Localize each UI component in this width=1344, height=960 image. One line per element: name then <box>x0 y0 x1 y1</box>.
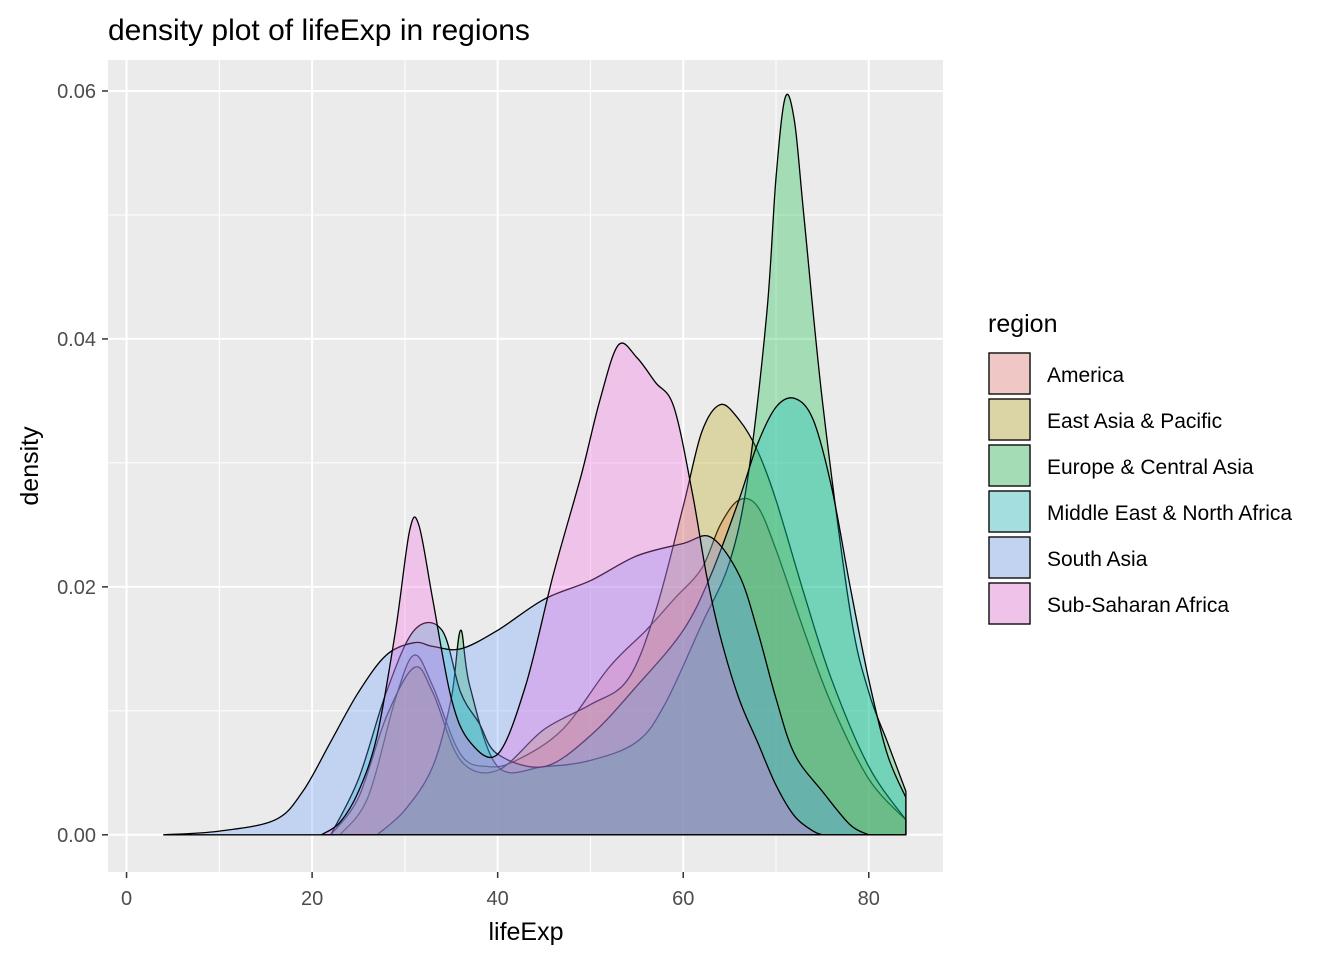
density-area-middle-east-north-africa <box>330 397 907 836</box>
density-area-america <box>339 497 907 836</box>
legend-key-background <box>988 536 1031 579</box>
y-tick-label: 0.02 <box>57 577 96 599</box>
x-tick-label: 80 <box>858 888 880 910</box>
plot-panel <box>108 60 943 872</box>
legend-title: region <box>988 310 1058 338</box>
density-areas <box>163 93 907 836</box>
y-tick-label: 0.04 <box>57 329 96 351</box>
legend-label: Europe & Central Asia <box>1047 456 1254 479</box>
legend-key-swatch <box>988 352 1031 395</box>
legend-key-swatch <box>988 582 1031 625</box>
density-area-europe-central-asia <box>376 93 907 836</box>
y-axis-title: density <box>16 426 44 506</box>
legend: region America East Asia & Pacific Europe … <box>988 310 1292 625</box>
axes: 0 20 40 60 80 0.00 0.02 0.04 0.06 <box>57 81 880 910</box>
major-grid <box>108 60 943 872</box>
density-area-east-asia-pacific <box>330 403 907 836</box>
legend-label: Sub-Saharan Africa <box>1047 594 1229 617</box>
legend-key-background <box>988 398 1031 441</box>
x-tick-label: 40 <box>487 888 509 910</box>
density-area-sub-saharan-africa <box>320 342 824 836</box>
legend-label: South Asia <box>1047 548 1148 571</box>
legend-label: Middle East & North Africa <box>1047 502 1292 525</box>
x-tick-label: 60 <box>672 888 694 910</box>
density-area-south-asia <box>163 534 870 836</box>
legend-label: East Asia & Pacific <box>1047 410 1222 433</box>
legend-key-swatch <box>988 490 1031 533</box>
x-tick-label: 20 <box>301 888 323 910</box>
y-tick-label: 0.00 <box>57 825 96 847</box>
chart-title: density plot of lifeExp in regions <box>108 14 530 47</box>
legend-key-swatch <box>988 444 1031 487</box>
legend-key-swatch <box>988 536 1031 579</box>
legend-key-background <box>988 444 1031 487</box>
x-tick-label: 0 <box>121 888 132 910</box>
legend-key-background <box>988 490 1031 533</box>
y-tick-label: 0.06 <box>57 81 96 103</box>
legend-key-background <box>988 582 1031 625</box>
legend-key-swatch <box>988 398 1031 441</box>
legend-label: America <box>1047 364 1124 387</box>
x-axis-title: lifeExp <box>488 918 563 946</box>
legend-key-background <box>988 352 1031 395</box>
